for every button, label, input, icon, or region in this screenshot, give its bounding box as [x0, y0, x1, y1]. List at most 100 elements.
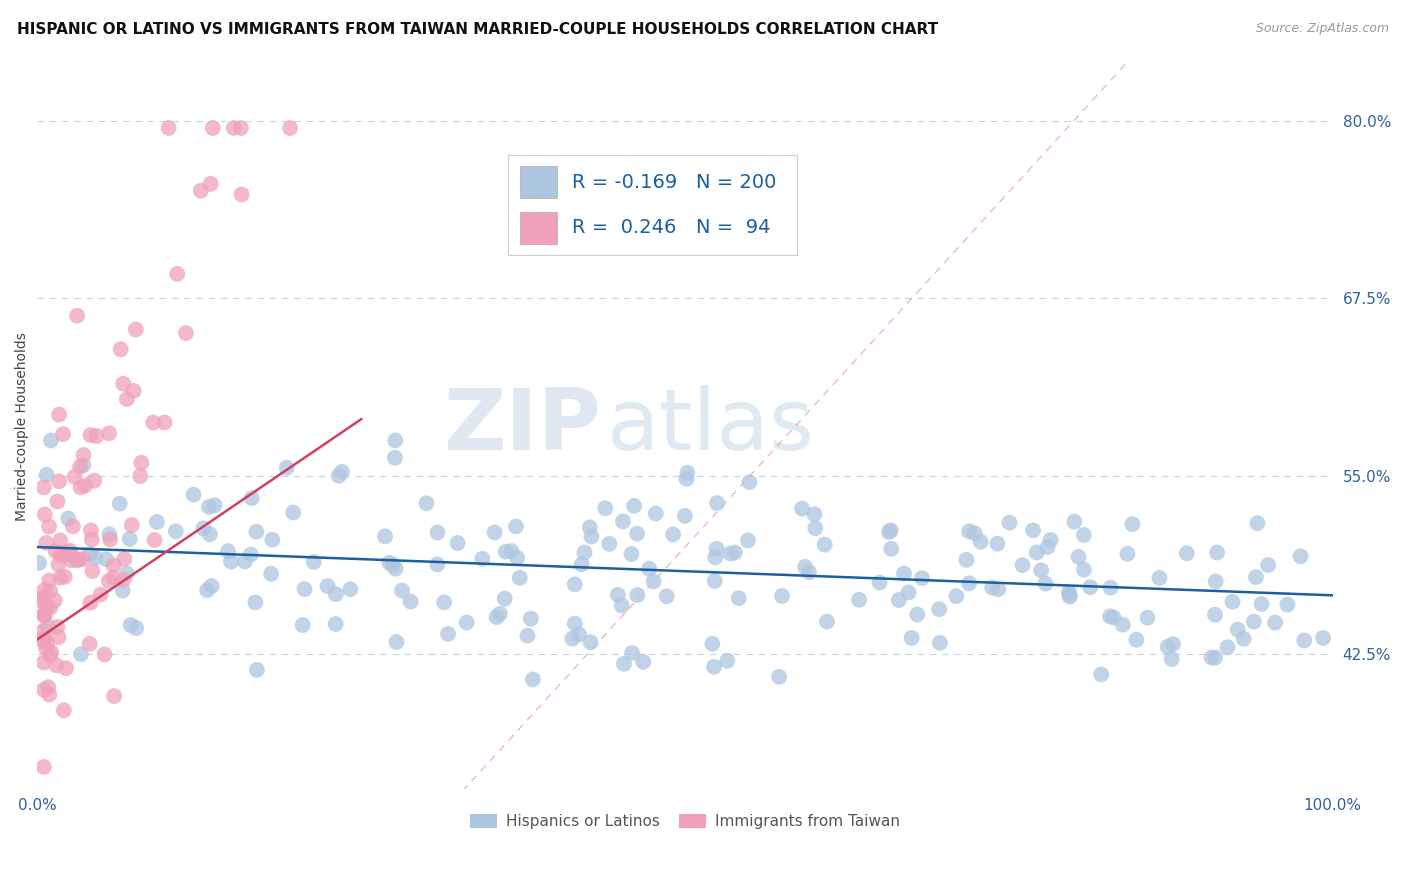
- Point: [897, 585, 920, 599]
- Point: [67, 552, 90, 566]
- Point: [72, 448, 94, 462]
- Point: [384, 434, 406, 448]
- Point: [291, 618, 314, 632]
- Point: [115, 392, 138, 406]
- Point: [1206, 545, 1229, 559]
- Point: [166, 267, 188, 281]
- Point: [676, 466, 699, 480]
- Point: [37, 636, 59, 650]
- Point: [302, 555, 325, 569]
- Point: [35, 467, 58, 482]
- Point: [675, 472, 697, 486]
- Point: [193, 521, 215, 535]
- Point: [69, 480, 91, 494]
- Point: [880, 541, 903, 556]
- Point: [579, 635, 602, 649]
- Point: [56, 544, 79, 558]
- Point: [718, 546, 741, 560]
- Point: [32, 656, 55, 670]
- Text: R =  0.246: R = 0.246: [572, 219, 676, 237]
- Point: [433, 595, 456, 609]
- Point: [98, 533, 121, 547]
- Point: [1063, 515, 1085, 529]
- Point: [790, 501, 813, 516]
- Point: [125, 621, 148, 635]
- Point: [489, 607, 512, 621]
- Point: [704, 550, 727, 565]
- Point: [260, 566, 283, 581]
- Point: [37, 619, 59, 633]
- Point: [37, 600, 59, 615]
- Text: N =  94: N = 94: [696, 219, 770, 237]
- Point: [716, 654, 738, 668]
- Point: [79, 596, 101, 610]
- Point: [201, 579, 224, 593]
- Point: [93, 648, 115, 662]
- Point: [1057, 585, 1080, 599]
- Point: [905, 607, 928, 622]
- Point: [112, 376, 135, 391]
- Point: [655, 590, 678, 604]
- Point: [561, 632, 583, 646]
- Point: [79, 637, 101, 651]
- Point: [72, 458, 94, 473]
- Point: [330, 465, 353, 479]
- Point: [48, 630, 70, 644]
- Point: [200, 177, 222, 191]
- Point: [38, 574, 60, 588]
- Point: [391, 583, 413, 598]
- Y-axis label: Married-couple Households: Married-couple Households: [15, 332, 30, 521]
- Point: [62, 519, 84, 533]
- Point: [83, 474, 105, 488]
- Point: [1294, 633, 1316, 648]
- Point: [384, 450, 406, 465]
- Point: [96, 552, 118, 566]
- Point: [79, 547, 101, 561]
- Point: [48, 475, 70, 489]
- Point: [955, 553, 977, 567]
- Point: [69, 459, 91, 474]
- Point: [969, 534, 991, 549]
- Point: [506, 550, 529, 565]
- Point: [339, 582, 361, 597]
- Point: [495, 544, 517, 558]
- Point: [32, 596, 55, 610]
- Point: [32, 634, 55, 648]
- Point: [633, 655, 655, 669]
- Point: [174, 326, 197, 340]
- Point: [246, 663, 269, 677]
- Point: [98, 527, 121, 541]
- Point: [1250, 597, 1272, 611]
- Point: [381, 558, 404, 572]
- Point: [1312, 631, 1334, 645]
- Point: [108, 497, 131, 511]
- Point: [157, 120, 180, 135]
- Point: [1175, 546, 1198, 560]
- Point: [803, 507, 825, 521]
- Point: [1243, 615, 1265, 629]
- Point: [1277, 598, 1299, 612]
- Point: [509, 571, 531, 585]
- Point: [58, 548, 80, 562]
- Point: [1246, 516, 1268, 531]
- Point: [643, 574, 665, 589]
- Point: [195, 583, 218, 598]
- Point: [32, 760, 55, 774]
- Point: [564, 616, 586, 631]
- Point: [578, 520, 600, 534]
- Point: [501, 544, 523, 558]
- Point: [39, 584, 62, 599]
- Point: [118, 532, 141, 546]
- Point: [644, 507, 666, 521]
- Point: [1090, 667, 1112, 681]
- Point: [146, 515, 169, 529]
- Point: [294, 582, 316, 596]
- Point: [103, 571, 125, 585]
- Point: [520, 612, 543, 626]
- Point: [262, 533, 284, 547]
- Point: [142, 416, 165, 430]
- Point: [103, 558, 125, 573]
- Text: N = 200: N = 200: [696, 172, 776, 192]
- Point: [276, 460, 298, 475]
- Point: [60, 553, 83, 567]
